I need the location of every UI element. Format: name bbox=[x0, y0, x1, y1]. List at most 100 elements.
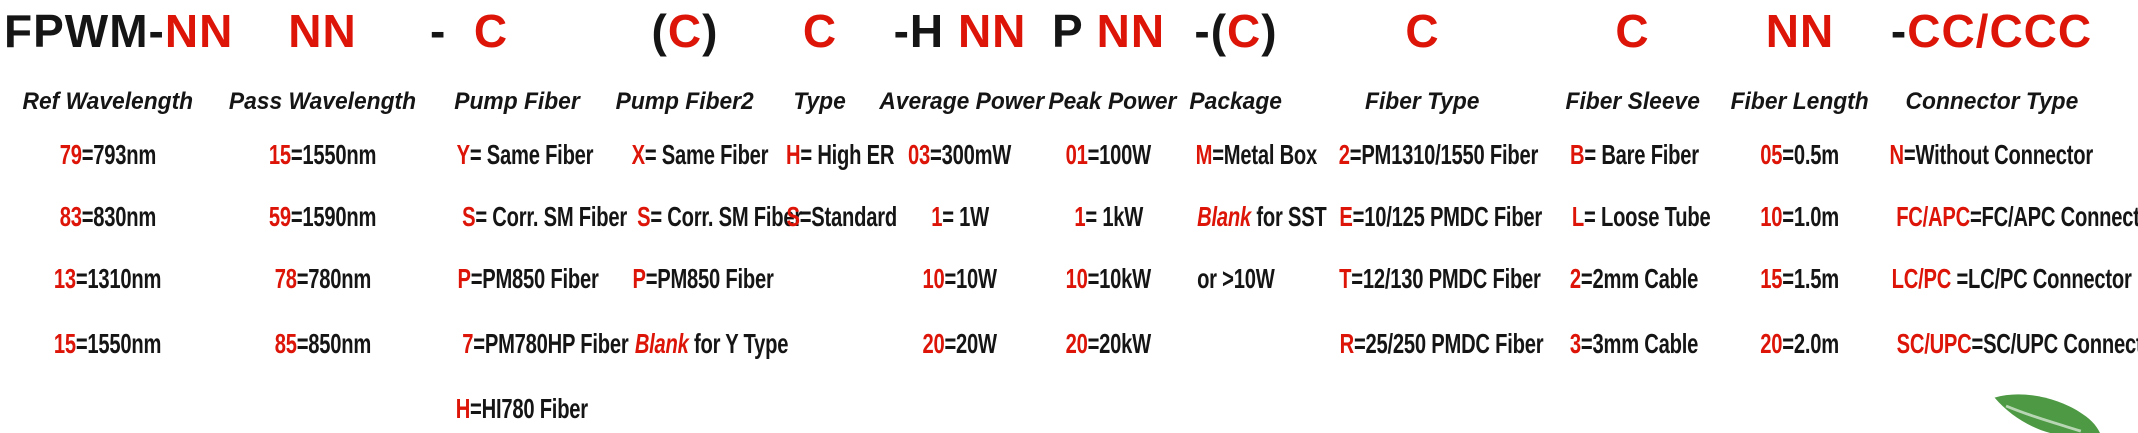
code-key: NN bbox=[164, 5, 234, 57]
code-key: E bbox=[1339, 201, 1353, 232]
column-header-pump-fiber: Pump Fiber bbox=[430, 84, 605, 120]
code-key: 79 bbox=[59, 139, 82, 170]
code-key: 13 bbox=[53, 263, 76, 294]
column-header-fiber-length-text: Fiber Length bbox=[1731, 84, 1869, 120]
code-value: FC/APC=FC/APC Connector bbox=[1845, 198, 2138, 236]
code-value: 15=1.5m bbox=[1720, 260, 1880, 298]
code-value-text: H= High ER bbox=[786, 136, 894, 174]
code-key: NN bbox=[957, 5, 1027, 57]
code-key: L bbox=[1571, 201, 1585, 232]
code-label: =20kW bbox=[1087, 328, 1152, 359]
code-label: =830nm bbox=[81, 201, 156, 232]
code-label: =1550nm bbox=[75, 328, 162, 359]
code-key: C bbox=[802, 5, 838, 57]
code-label: = Corr. SM Fiber bbox=[650, 201, 803, 232]
part-code-fiber-sleeve: C bbox=[1545, 0, 1720, 62]
code-value: S=Standard bbox=[765, 198, 897, 236]
code-key: 1 bbox=[1074, 201, 1086, 232]
code-value-text: H=HI780 Fiber bbox=[456, 390, 588, 428]
code-value: 15=1550nm bbox=[215, 136, 430, 174]
code-value: S= Corr. SM Fiber bbox=[430, 198, 627, 236]
column-header-fiber-type: Fiber Type bbox=[1300, 84, 1545, 120]
code-label: Connector Type bbox=[1905, 88, 2078, 115]
code-value-text: P=PM850 Fiber bbox=[457, 260, 598, 298]
column-header-ref-wavelength-text: Ref Wavelength bbox=[22, 84, 193, 120]
code-key: C bbox=[667, 5, 703, 57]
code-value-text: 01=100W bbox=[1066, 136, 1152, 174]
code-value: 20=20W bbox=[875, 325, 1045, 363]
column-header-type: Type bbox=[765, 84, 875, 120]
code-label: =PM850 Fiber bbox=[470, 263, 599, 294]
code-value: M=Metal Box bbox=[1172, 136, 1318, 174]
column-pump-fiber: - C Pump Fiber Y= Same Fiber S= Corr. SM Fi… bbox=[430, 0, 629, 433]
code-value-text: Y= Same Fiber bbox=[457, 136, 594, 174]
code-label: for SST bbox=[1250, 201, 1327, 232]
code-key: C bbox=[473, 5, 509, 57]
code-value: 10=10kW bbox=[1045, 260, 1172, 298]
code-label: Type bbox=[793, 88, 847, 115]
code-label: Pass Wavelength bbox=[228, 88, 417, 115]
code-label: =1.5m bbox=[1782, 263, 1840, 294]
column-header-pass-wavelength: Pass Wavelength bbox=[215, 84, 430, 120]
code-value-text: Blank for Y Type bbox=[635, 325, 789, 363]
code-value-text: 78=780nm bbox=[274, 260, 371, 298]
code-key: P bbox=[632, 263, 646, 294]
code-value: 05=0.5m bbox=[1720, 136, 1880, 174]
code-value: 01=100W bbox=[1045, 136, 1172, 174]
code-value-text: 15=1.5m bbox=[1761, 260, 1840, 298]
code-value: B= Bare Fiber bbox=[1545, 136, 1720, 174]
code-key: H bbox=[786, 139, 801, 170]
code-value-text: 83=830nm bbox=[59, 198, 156, 236]
code-label: Peak Power bbox=[1048, 88, 1177, 115]
code-label: = Same Fiber bbox=[469, 139, 594, 170]
code-key: NN bbox=[1096, 5, 1166, 57]
code-value: 15=1550nm bbox=[0, 325, 215, 363]
code-key: 10 bbox=[1760, 201, 1783, 232]
code-value: H=HI780 Fiber bbox=[430, 390, 605, 428]
code-key: C bbox=[1227, 5, 1262, 57]
code-label: = Loose Tube bbox=[1584, 201, 1711, 232]
code-label: =780nm bbox=[296, 263, 371, 294]
column-header-ref-wavelength: Ref Wavelength bbox=[0, 84, 215, 120]
code-value-text: 15=1550nm bbox=[269, 136, 377, 174]
code-label: =1.0m bbox=[1782, 201, 1840, 232]
code-label: =100W bbox=[1087, 139, 1152, 170]
code-label: =10/125 PMDC Fiber bbox=[1352, 201, 1543, 232]
code-label: =PM850 Fiber bbox=[645, 263, 774, 294]
code-value-text: 05=0.5m bbox=[1761, 136, 1840, 174]
code-value-text: SC/UPC=SC/UPC Connector bbox=[1897, 325, 2138, 363]
code-label: =20W bbox=[944, 328, 998, 359]
code-value: Blank for SST bbox=[1172, 198, 1327, 236]
code-key: 83 bbox=[59, 201, 82, 232]
code-label: =Without Connector bbox=[1904, 139, 2094, 170]
code-key: S bbox=[637, 201, 651, 232]
code-label: -( bbox=[1194, 5, 1228, 57]
code-value-text: 10=10kW bbox=[1066, 260, 1152, 298]
column-header-fiber-sleeve: Fiber Sleeve bbox=[1545, 84, 1720, 120]
code-label: =10kW bbox=[1087, 263, 1152, 294]
part-code-pump-fiber-text: - C bbox=[430, 0, 508, 62]
code-value-text: M=Metal Box bbox=[1196, 136, 1318, 174]
code-value-text: 13=1310nm bbox=[53, 260, 162, 298]
code-label: =HI780 Fiber bbox=[470, 393, 588, 424]
code-label: = Corr. SM Fiber bbox=[475, 201, 628, 232]
column-fiber-sleeve: C Fiber Sleeve B= Bare Fiber L= Loose Tube 2… bbox=[1545, 0, 1720, 433]
code-value: 1= 1W bbox=[875, 198, 1045, 236]
column-pump-fiber2: (C) Pump Fiber2 X= Same Fiber S= Corr. SM F… bbox=[605, 0, 802, 433]
code-value: 3=3mm Cable bbox=[1545, 325, 1720, 363]
code-value: E=10/125 PMDC Fiber bbox=[1300, 198, 1545, 236]
part-code-peak-power: P NN bbox=[1045, 0, 1172, 62]
code-label: ) bbox=[702, 5, 719, 57]
code-key: 15 bbox=[1760, 263, 1783, 294]
code-value: L= Loose Tube bbox=[1545, 198, 1720, 236]
code-label: Fiber Length bbox=[1730, 88, 1870, 115]
column-header-average-power: Average Power bbox=[875, 84, 1045, 120]
part-code-ref-wavelength-text: FPWM-NN bbox=[4, 0, 233, 62]
code-key: N bbox=[1889, 139, 1905, 170]
part-code-connector-type-text: -CC/CCC bbox=[1891, 0, 2092, 62]
part-code-pass-wavelength: NN bbox=[215, 0, 430, 62]
code-key: 20 bbox=[1065, 328, 1088, 359]
code-value: 79=793nm bbox=[0, 136, 215, 174]
code-value: 13=1310nm bbox=[0, 260, 215, 298]
code-key: Y bbox=[456, 139, 470, 170]
